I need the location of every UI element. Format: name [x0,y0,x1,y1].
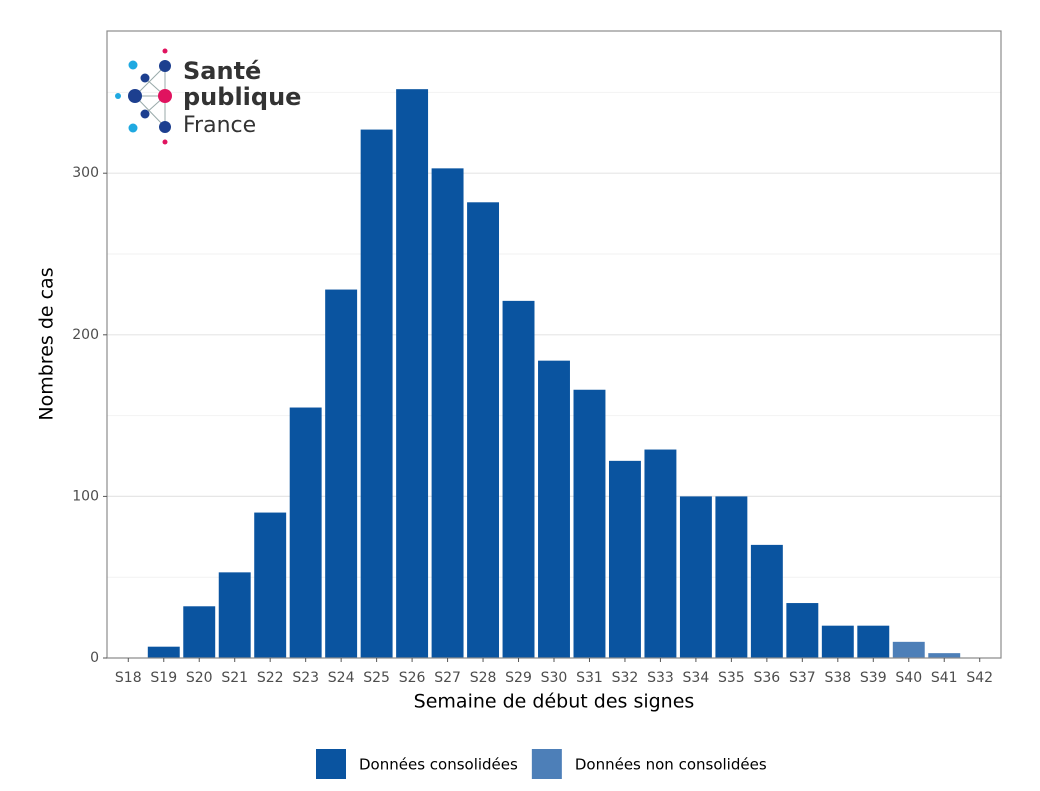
x-tick-label: S34 [683,670,710,686]
legend-label: Données non consolidées [575,756,767,774]
logo-text: France [183,113,256,138]
x-tick-label: S25 [363,670,390,686]
plot-area [107,89,1001,659]
x-axis-title: Semaine de début des signes [414,691,695,713]
logo-dot [115,93,121,99]
y-tick-label: 300 [72,165,99,181]
logo-dot [159,60,171,72]
x-tick-label: S30 [541,670,568,686]
bar [573,389,606,658]
legend-swatch [316,749,346,779]
x-tick-label: S32 [612,670,639,686]
bar [538,360,570,658]
x-tick-label: S22 [257,670,284,686]
x-tick-label: S40 [895,670,922,686]
bar [218,572,251,658]
bar [679,496,712,658]
legend-label: Données consolidées [359,756,518,774]
x-tick-label: S28 [470,670,497,686]
x-tick-label: S29 [505,670,532,686]
y-tick-label: 200 [72,327,99,343]
x-tick-label: S23 [292,670,319,686]
logo: Santé publique France [115,48,301,145]
bar [715,496,748,658]
x-tick-label: S24 [328,670,355,686]
x-tick-label: S26 [399,670,426,686]
bar [360,129,393,659]
x-tick-label: S42 [966,670,993,686]
logo-text: publique [183,83,301,111]
x-tick-label: S37 [789,670,816,686]
bar [467,202,500,658]
bar [928,653,961,658]
logo-dot [128,89,142,103]
y-axis-title: Nombres de cas [36,267,58,420]
bar [325,289,358,658]
x-tick-label: S36 [754,670,781,686]
x-tick-label: S21 [221,670,248,686]
logo-dot [162,139,168,145]
bar [786,603,819,658]
x-tick-label: S20 [186,670,213,686]
bar [147,646,180,658]
bar [502,300,535,658]
bar [289,407,322,658]
y-tick-label: 100 [72,488,99,504]
logo-dot [159,121,171,133]
x-tick-label: S33 [647,670,674,686]
logo-dot [140,109,150,119]
y-tick-label: 0 [90,650,99,666]
x-tick-label: S38 [824,670,851,686]
bar [254,512,287,658]
bar [431,168,464,658]
bar [608,460,641,658]
logo-dot [128,123,138,133]
x-tick-label: S19 [150,670,177,686]
bar [183,606,216,658]
logo-text: Santé [183,57,261,85]
bar [821,625,854,658]
legend: Données consolidées Données non consolidé… [316,749,767,779]
bar [644,449,677,658]
bar [750,544,783,658]
x-tick-label: S35 [718,670,745,686]
logo-dot [128,60,138,70]
legend-swatch [531,749,562,779]
x-tick-label: S18 [115,670,142,686]
bar [857,625,890,658]
logo-dot [140,73,150,83]
logo-dot [158,89,172,103]
x-tick-label: S31 [576,670,603,686]
logo-dot [162,48,168,54]
x-tick-label: S41 [931,670,958,686]
bar [396,89,429,659]
x-tick-label: S39 [860,670,887,686]
x-tick-label: S27 [434,670,461,686]
bar [892,641,925,658]
